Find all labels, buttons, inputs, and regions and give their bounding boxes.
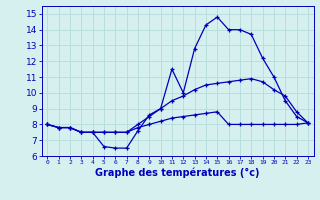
X-axis label: Graphe des températures (°c): Graphe des températures (°c) [95,168,260,178]
